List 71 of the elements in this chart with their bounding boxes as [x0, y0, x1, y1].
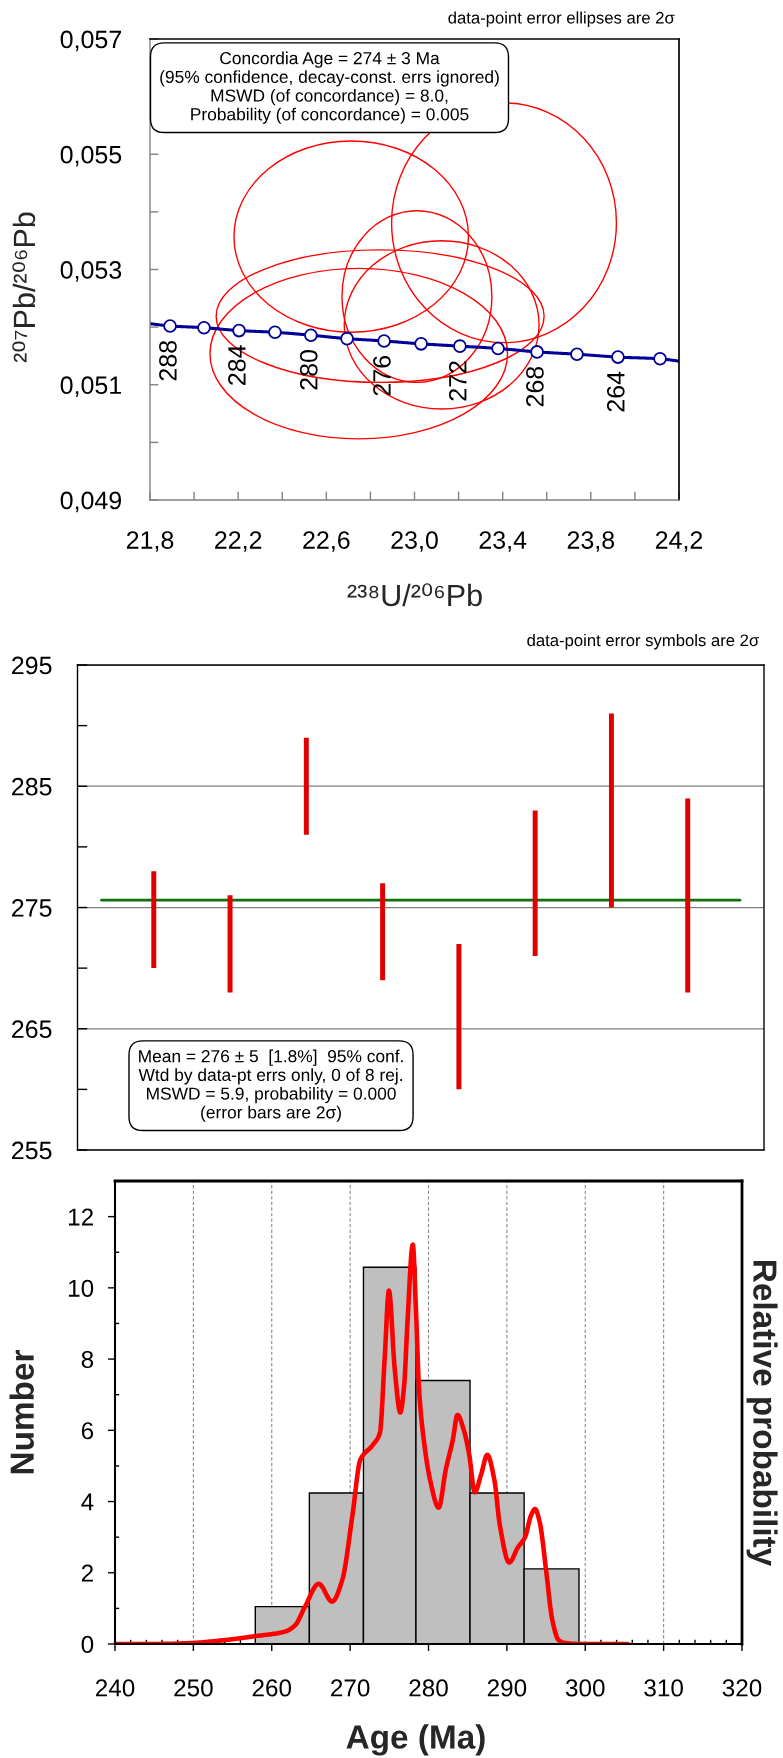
y-tick-label: 255: [12, 1141, 52, 1160]
point: [232, 323, 246, 338]
x-tick-label: 280: [409, 1679, 448, 1697]
x-tick-label: 23,4: [479, 531, 527, 552]
x-tick-label: 22,6: [303, 531, 350, 552]
point: [530, 345, 544, 359]
bar: [532, 810, 538, 956]
point: [304, 328, 318, 342]
y-tick-label: 295: [12, 656, 52, 675]
x-tick-label: 250: [174, 1679, 213, 1697]
y-tick-label: 0,053: [60, 261, 122, 282]
x-tick-label: 310: [644, 1679, 683, 1697]
bar: [151, 871, 157, 969]
y-tick-label: 285: [12, 777, 52, 796]
x-tick-label: 23,8: [567, 531, 615, 552]
annotation: 272: [448, 361, 467, 401]
annotation: Mean = 276 ± 5 [1.8%] 95% conf. Wtd by data-pt errs only, 0 of 8 rej. MSWD = 5.9, probability = 0.000 (error bars are 2σ): [138, 1049, 403, 1122]
annotation: 288: [159, 340, 177, 381]
bar: [685, 798, 691, 993]
annotation: 264: [606, 371, 625, 412]
y-tick-label: 275: [12, 899, 52, 917]
bar: [608, 713, 614, 908]
y-tick-label: 4: [81, 1493, 94, 1511]
bar: [303, 737, 309, 835]
y-tick-label: 265: [12, 1020, 52, 1039]
y-axis-title: ²⁰⁷Pb/²⁰⁶Pb: [12, 212, 36, 363]
y-axis-title: Number: [9, 1350, 34, 1474]
y-tick-label: 8: [81, 1350, 94, 1369]
annotation: Concordia Age = 274 ± 3 Ma (95% confidence, decay-const. errs ignored) MSWD (of concordance) = 8.0, Probability (of concordance) = 0.005: [160, 51, 499, 124]
x-tick-label: 240: [95, 1679, 135, 1697]
point: [453, 339, 467, 353]
bar: [380, 883, 386, 981]
x-tick-label: 290: [487, 1679, 527, 1697]
y-tick-label: 12: [68, 1208, 93, 1226]
x-tick-label: 23,0: [391, 531, 438, 552]
point: [377, 334, 391, 348]
x-tick-label: 270: [331, 1679, 370, 1697]
point: [340, 331, 354, 346]
point: [163, 319, 177, 333]
y2-axis-title: Relative probability: [746, 1261, 778, 1567]
x-axis-title: Age (Ma): [346, 1724, 485, 1756]
y-tick-label: 6: [81, 1422, 94, 1440]
point: [653, 352, 667, 366]
x-tick-label: 300: [565, 1679, 605, 1697]
point: [611, 350, 625, 364]
y-tick-label: 10: [68, 1279, 94, 1297]
bar: [456, 943, 462, 1090]
y-tick-label: 0,049: [60, 491, 122, 513]
text: data-point error ellipses are 2σ: [448, 11, 675, 27]
point: [570, 347, 584, 362]
annotation: 276: [373, 355, 391, 396]
y-tick-label: 0,055: [60, 145, 122, 167]
point: [268, 325, 282, 340]
x-tick-label: 24,2: [655, 531, 703, 552]
x-tick-label: 21,8: [126, 531, 174, 552]
point: [197, 320, 211, 335]
x-axis-title: ²³⁸U/²⁰⁶Pb: [347, 583, 482, 607]
text: data-point error symbols are 2σ: [527, 633, 759, 650]
x-tick-label: 22,2: [215, 531, 262, 552]
annotation: 268: [526, 366, 544, 407]
annotation: 280: [299, 350, 318, 390]
y-tick-label: 0,051: [60, 376, 122, 398]
point: [414, 337, 428, 351]
bar: [227, 895, 233, 993]
x-tick-label: 320: [722, 1679, 762, 1697]
y-tick-label: 2: [81, 1564, 93, 1582]
x-tick-label: 260: [252, 1679, 292, 1697]
y-tick-label: 0,057: [60, 30, 121, 52]
point: [491, 341, 505, 356]
y-tick-label: 0: [81, 1635, 94, 1654]
annotation: 284: [228, 345, 246, 385]
